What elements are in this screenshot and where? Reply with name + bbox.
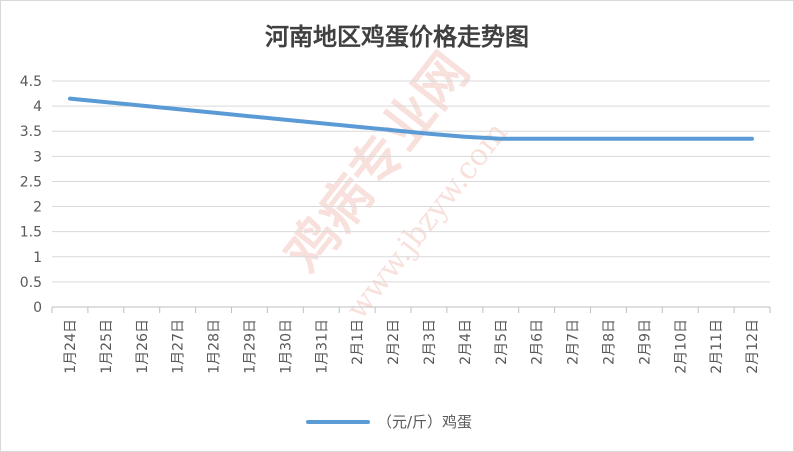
- x-tick-label: 2月1日: [350, 319, 366, 365]
- y-tick-label: 0.5: [20, 275, 42, 291]
- chart-title: 河南地区鸡蛋价格走势图: [265, 22, 529, 51]
- x-tick-label: 2月3日: [422, 319, 438, 365]
- x-tick-label: 2月10日: [673, 319, 689, 374]
- x-tick-label: 1月29日: [242, 319, 258, 374]
- y-tick-label: 3: [33, 149, 42, 165]
- y-tick-label: 3.5: [20, 124, 42, 140]
- x-tick-label: 1月26日: [135, 319, 151, 374]
- y-tick-label: 0: [33, 300, 42, 316]
- y-tick-label: 2.5: [20, 174, 42, 190]
- y-tick-label: 4.5: [20, 74, 42, 90]
- y-tick-label: 2: [33, 200, 42, 216]
- x-tick-label: 2月11日: [709, 319, 725, 374]
- x-tick-label: 2月2日: [386, 319, 402, 365]
- x-axis: 1月24日 1月25日 1月26日 1月27日 1月28日 1月29日 1月30日 1月31日…: [51, 307, 771, 374]
- x-tick-label: 2月6日: [530, 319, 546, 365]
- x-tick-label: 1月24日: [63, 319, 79, 374]
- x-tick-label: 2月5日: [494, 319, 510, 365]
- x-tick-label: 2月4日: [458, 319, 474, 365]
- y-axis: 0 0.5 1 1.5 2 2.5 3 3.5 4 4.5: [20, 74, 42, 316]
- y-tick-label: 4: [33, 99, 42, 115]
- x-tick-label: 1月27日: [171, 319, 187, 374]
- x-tick-label: 1月30日: [278, 319, 294, 374]
- x-tick-label: 2月8日: [601, 319, 617, 365]
- x-tick-label: 2月12日: [745, 319, 761, 374]
- legend-label: （元/斤）鸡蛋: [377, 413, 472, 431]
- x-tick-label: 1月28日: [207, 319, 223, 374]
- x-tick-label: 1月31日: [314, 319, 330, 374]
- series-line: [68, 96, 754, 141]
- y-tick-label: 1.5: [20, 225, 42, 241]
- x-tick-label: 2月9日: [637, 319, 653, 365]
- x-tick-label: 2月7日: [566, 319, 582, 365]
- series-layer: [68, 96, 754, 141]
- x-tick-label: 1月25日: [99, 319, 115, 374]
- y-tick-label: 1: [33, 250, 42, 266]
- watermark: 鸡病专业网 www.jbzyw.com: [273, 42, 514, 326]
- legend: （元/斤）鸡蛋: [306, 413, 472, 431]
